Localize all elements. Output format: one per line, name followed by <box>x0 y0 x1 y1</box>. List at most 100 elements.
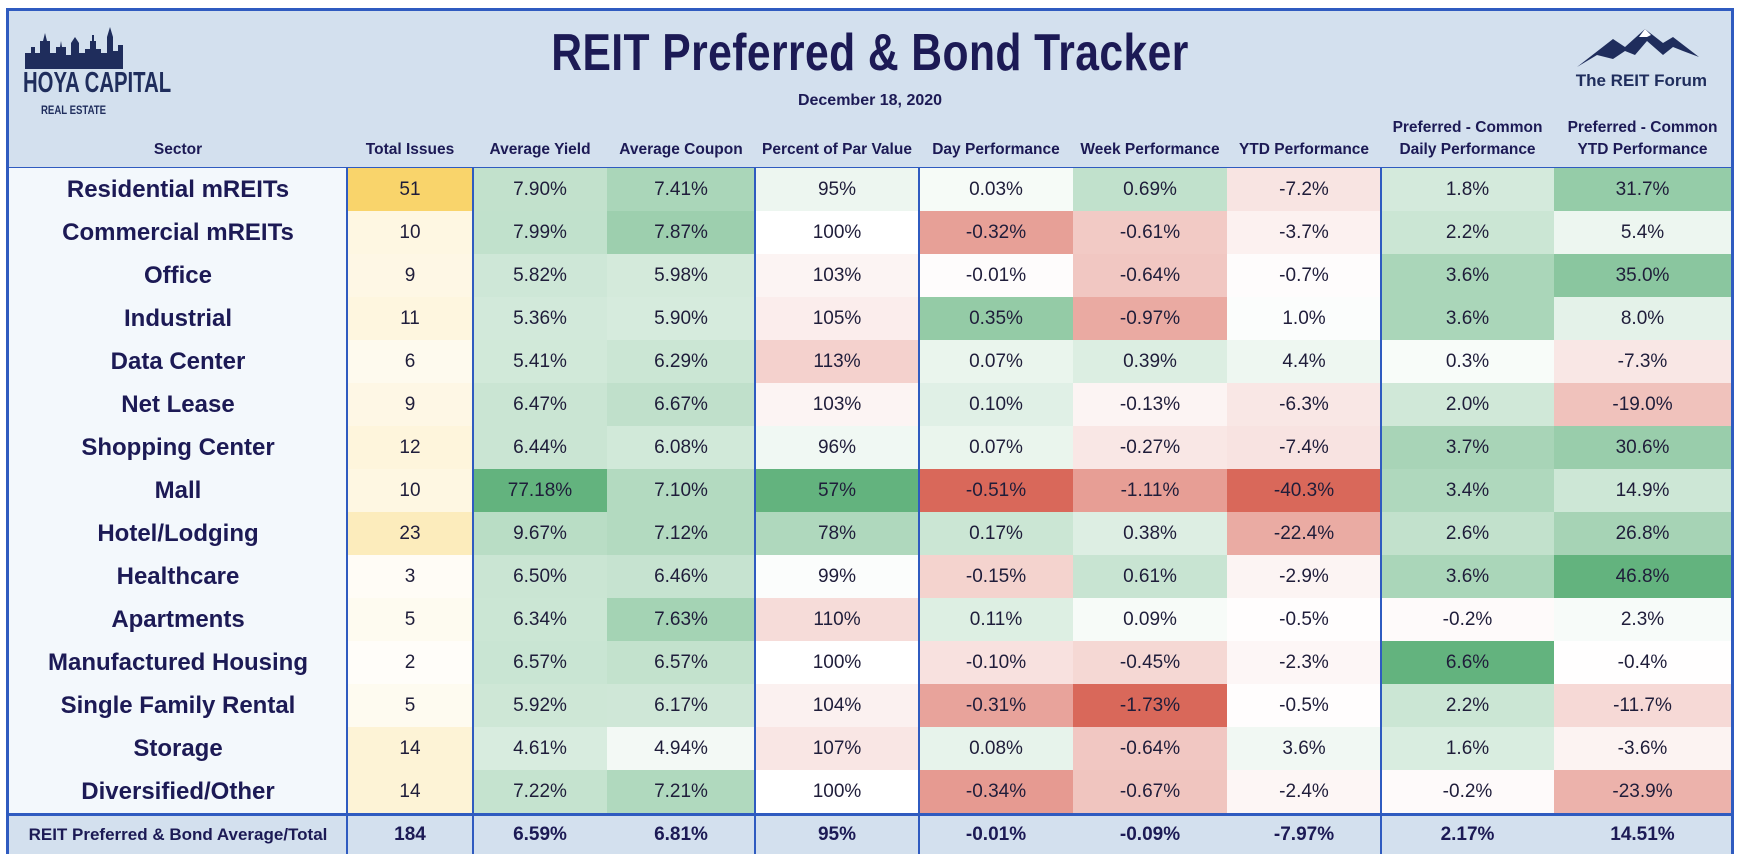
cell-week: 0.39% <box>1073 340 1227 383</box>
cell-week: -1.73% <box>1073 684 1227 727</box>
cell-pcd: 3.6% <box>1381 555 1554 598</box>
cell-sector: Diversified/Other <box>9 770 347 813</box>
cell-par: 57% <box>755 469 919 512</box>
cell-ytd: -7.2% <box>1227 168 1381 211</box>
cell-total: 14 <box>347 770 473 813</box>
cell-week: -0.27% <box>1073 426 1227 469</box>
cell-pcd: 2.2% <box>1381 211 1554 254</box>
cell-ytd: 3.6% <box>1227 727 1381 770</box>
cell-total: 14 <box>347 727 473 770</box>
skyline-icon <box>25 27 123 69</box>
cell-week: -0.64% <box>1073 254 1227 297</box>
cell-day: 0.03% <box>919 168 1073 211</box>
cell-sector: Shopping Center <box>9 426 347 469</box>
total-pcy: 14.51% <box>1610 824 1675 845</box>
cell-total: 2 <box>347 641 473 684</box>
cell-par: 103% <box>755 383 919 426</box>
cell-pcd: 2.0% <box>1381 383 1554 426</box>
cell-ytd: -3.7% <box>1227 211 1381 254</box>
cell-coupon: 7.87% <box>607 211 755 254</box>
cell-pcy: 31.7% <box>1554 168 1731 211</box>
cell-yield: 7.22% <box>473 770 607 813</box>
cell-total: 9 <box>347 383 473 426</box>
cell-coupon: 4.94% <box>607 727 755 770</box>
total-yield: 6.59% <box>513 824 567 845</box>
cell-pcd: 0.3% <box>1381 340 1554 383</box>
table-row: Mall 10 77.18% 7.10% 57% -0.51% -1.11% -40.3% 3.… <box>9 469 1731 512</box>
cell-ytd: -2.9% <box>1227 555 1381 598</box>
cell-sector: Office <box>9 254 347 297</box>
cell-total: 6 <box>347 340 473 383</box>
cell-coupon: 7.63% <box>607 598 755 641</box>
cell-week: -0.13% <box>1073 383 1227 426</box>
cell-sector: Data Center <box>9 340 347 383</box>
cell-week: -0.61% <box>1073 211 1227 254</box>
column-divider <box>346 167 348 854</box>
cell-pcy: -3.6% <box>1554 727 1731 770</box>
cell-pcy: -23.9% <box>1554 770 1731 813</box>
cell-yield: 6.47% <box>473 383 607 426</box>
cell-day: 0.17% <box>919 512 1073 555</box>
cell-day: 0.07% <box>919 340 1073 383</box>
cell-sector: Apartments <box>9 598 347 641</box>
cell-ytd: -7.4% <box>1227 426 1381 469</box>
cell-coupon: 5.98% <box>607 254 755 297</box>
cell-pcy: 26.8% <box>1554 512 1731 555</box>
total-pcd: 2.17% <box>1440 824 1495 845</box>
total-par: 95% <box>817 824 857 845</box>
cell-sector: Hotel/Lodging <box>9 512 347 555</box>
cell-ytd: -0.5% <box>1227 684 1381 727</box>
totals-divider <box>9 813 1731 816</box>
column-divider <box>472 167 474 854</box>
mountain-icon <box>1577 29 1699 67</box>
cell-week: -0.64% <box>1073 727 1227 770</box>
cell-total: 51 <box>347 168 473 211</box>
cell-sector: Industrial <box>9 297 347 340</box>
column-header-week: Week Performance <box>1080 141 1220 158</box>
logo-main-text: HOYA CAPITAL <box>23 67 172 99</box>
cell-par: 95% <box>755 168 919 211</box>
table-row: Healthcare 3 6.50% 6.46% 99% -0.15% 0.61% -2.9%… <box>9 555 1731 598</box>
cell-pcd: 2.2% <box>1381 684 1554 727</box>
cell-week: -1.11% <box>1073 469 1227 512</box>
table-row: Net Lease 9 6.47% 6.67% 103% 0.10% -0.13% -6.3%… <box>9 383 1731 426</box>
hoya-capital-logo: HOYA CAPITAL REAL ESTATE <box>23 23 171 119</box>
table-row: Storage 14 4.61% 4.94% 107% 0.08% -0.64% 3.6% 1.… <box>9 727 1731 770</box>
column-header-sector: Sector <box>153 141 203 158</box>
cell-day: -0.32% <box>919 211 1073 254</box>
table-row: Data Center 6 5.41% 6.29% 113% 0.07% 0.39% 4.4%… <box>9 340 1731 383</box>
cell-pcy: -7.3% <box>1554 340 1731 383</box>
total-coupon: 6.81% <box>654 824 708 845</box>
cell-week: 0.09% <box>1073 598 1227 641</box>
cell-yield: 4.61% <box>473 727 607 770</box>
cell-pcd: 1.8% <box>1381 168 1554 211</box>
cell-week: -0.67% <box>1073 770 1227 813</box>
cell-pcy: 14.9% <box>1554 469 1731 512</box>
cell-day: 0.11% <box>919 598 1073 641</box>
cell-yield: 5.82% <box>473 254 607 297</box>
table-row: Commercial mREITs 10 7.99% 7.87% 100% -0.32% -… <box>9 211 1731 254</box>
cell-ytd: -2.4% <box>1227 770 1381 813</box>
column-header-pcy: Preferred - Common YTD Performance <box>1567 119 1718 158</box>
cell-sector: Residential mREITs <box>9 168 347 211</box>
cell-pcd: 1.6% <box>1381 727 1554 770</box>
cell-yield: 77.18% <box>473 469 607 512</box>
cell-day: -0.31% <box>919 684 1073 727</box>
cell-coupon: 6.29% <box>607 340 755 383</box>
cell-week: -0.97% <box>1073 297 1227 340</box>
cell-yield: 7.90% <box>473 168 607 211</box>
cell-total: 5 <box>347 684 473 727</box>
cell-total: 9 <box>347 254 473 297</box>
cell-pcy: 35.0% <box>1554 254 1731 297</box>
table-header: HOYA CAPITAL REAL ESTATE REIT Preferred … <box>9 11 1731 167</box>
cell-coupon: 6.46% <box>607 555 755 598</box>
total-total: 184 <box>394 824 426 845</box>
table-row: Single Family Rental 5 5.92% 6.17% 104% -0.31… <box>9 684 1731 727</box>
cell-ytd: -40.3% <box>1227 469 1381 512</box>
tracker-table: HOYA CAPITAL REAL ESTATE REIT Preferred … <box>6 8 1734 854</box>
cell-ytd: -22.4% <box>1227 512 1381 555</box>
table-row: Shopping Center 12 6.44% 6.08% 96% 0.07% -0.27… <box>9 426 1731 469</box>
cell-pcy: -0.4% <box>1554 641 1731 684</box>
cell-pcd: -0.2% <box>1381 770 1554 813</box>
cell-week: -0.45% <box>1073 641 1227 684</box>
